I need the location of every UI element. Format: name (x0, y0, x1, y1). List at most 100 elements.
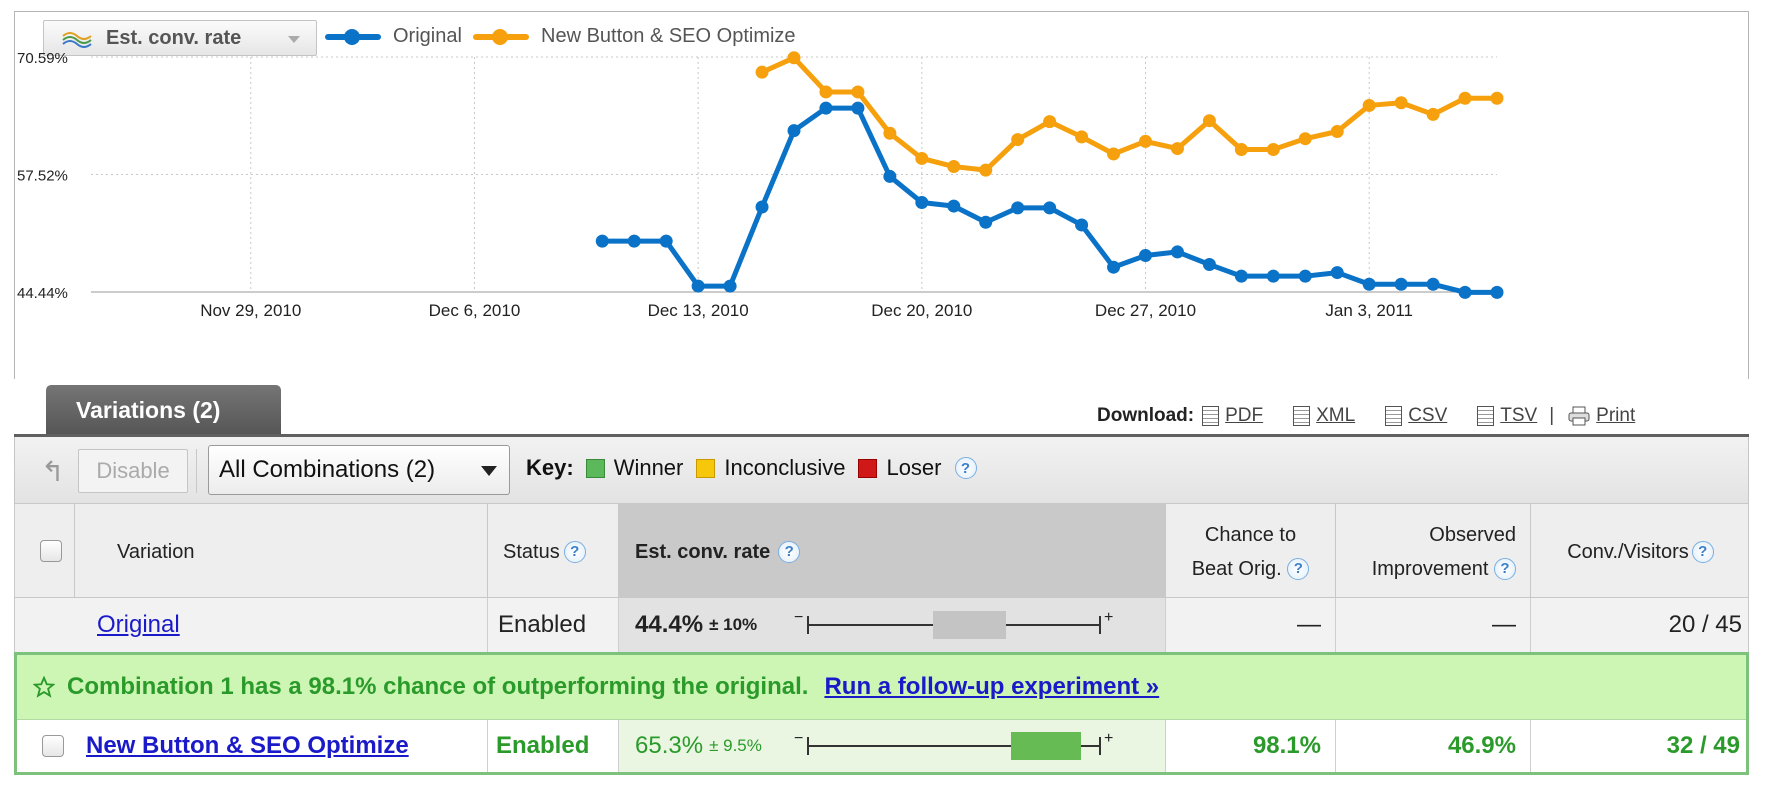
tab-variations[interactable]: Variations (2) (46, 385, 281, 436)
help-icon[interactable]: ? (1287, 558, 1310, 581)
help-icon[interactable]: ? (1494, 558, 1516, 581)
download-pdf-link[interactable]: PDF (1202, 405, 1263, 427)
print-label: Print (1596, 405, 1636, 426)
data-point (1362, 277, 1376, 291)
improvement-combination-1: 46.9% (1447, 732, 1516, 759)
header-select-all-cell (15, 504, 75, 599)
download-tsv-label: TSV (1500, 405, 1538, 426)
x-tick-label: Dec 6, 2010 (429, 301, 521, 320)
table-row-combination-1: New Button & SEO Optimize Enabled 65.3% … (17, 720, 1746, 772)
data-point (819, 101, 833, 115)
range-fill-combination-1 (1011, 732, 1081, 760)
table-row-original: Original Enabled 44.4% ± 10% − + — — 20 … (14, 598, 1749, 652)
data-point (1394, 277, 1408, 291)
header-variation[interactable]: Variation (75, 504, 488, 599)
range-bar-combination-1: − + (794, 730, 1124, 760)
select-all-checkbox[interactable] (40, 540, 62, 562)
help-icon[interactable]: ? (778, 540, 801, 563)
x-tick-label: Dec 27, 2010 (1095, 301, 1196, 320)
winner-swatch (585, 458, 605, 478)
series-line-variant (761, 55, 1497, 173)
data-point (1107, 260, 1121, 274)
data-point (691, 279, 705, 293)
status-cell: Enabled (488, 598, 619, 652)
range-fill-original (932, 611, 1007, 639)
winner-message: Combination 1 has a 98.1% chance of outp… (67, 673, 809, 700)
data-point (1330, 266, 1344, 280)
header-rate-label: Est. conv. rate (635, 540, 771, 563)
undo-icon[interactable]: ↰ (41, 456, 65, 487)
header-conv-visitors[interactable]: Conv./Visitors ? (1531, 504, 1750, 599)
data-point (1139, 134, 1152, 148)
disable-button[interactable]: Disable (78, 449, 188, 493)
variation-link-combination-1[interactable]: New Button & SEO Optimize (86, 732, 409, 759)
download-tsv-link[interactable]: TSV (1477, 405, 1537, 427)
data-point (1330, 124, 1344, 138)
conversions-cell: 20 / 45 (1531, 598, 1748, 652)
data-point (1458, 285, 1472, 299)
legend-item-variant: New Button & SEO Optimize (473, 25, 796, 48)
download-pdf-label: PDF (1225, 405, 1264, 426)
metric-select-label: Est. conv. rate (106, 26, 242, 49)
winner-box: Combination 1 has a 98.1% chance of outp… (14, 652, 1749, 775)
data-point (627, 234, 641, 248)
improvement-cell: — (1336, 598, 1531, 652)
chevron-down-icon (288, 36, 300, 43)
help-icon[interactable]: ? (1691, 540, 1714, 563)
conversions-original: 20 / 45 (1668, 611, 1742, 638)
data-point (1075, 218, 1089, 232)
data-point (1298, 269, 1312, 283)
download-csv-link[interactable]: CSV (1385, 405, 1447, 427)
header-status[interactable]: Status ? (488, 504, 619, 599)
legend-swatch-variant (473, 28, 529, 45)
header-est-conv-rate[interactable]: Est. conv. rate ? (619, 504, 1166, 599)
legend-label-variant: New Button & SEO Optimize (541, 25, 796, 47)
variation-cell: Original (15, 598, 488, 652)
rate-value-original: 44.4% (635, 611, 704, 638)
header-observed-improvement[interactable]: Observed Improvement ? (1336, 504, 1531, 599)
data-point (915, 195, 929, 209)
dropdown-arrow-icon (481, 466, 497, 476)
chance-original: — (1297, 611, 1321, 638)
data-point (1458, 91, 1472, 105)
data-point (979, 163, 993, 177)
x-tick-label: Jan 3, 2011 (1325, 301, 1413, 320)
chance-cell: — (1166, 598, 1336, 652)
key-loser-label: Loser (886, 455, 942, 480)
data-point (1266, 142, 1280, 156)
combinations-select[interactable]: All Combinations (2) (208, 445, 510, 495)
tab-underline (14, 434, 1749, 437)
help-icon[interactable]: ? (954, 457, 977, 479)
data-point (787, 51, 801, 65)
loser-swatch (858, 458, 878, 478)
csv-file-icon (1385, 406, 1403, 426)
tab-variations-label: Variations (2) (76, 397, 221, 423)
chance-cell: 98.1% (1166, 720, 1336, 772)
conversions-combination-1: 32 / 49 (1666, 732, 1740, 759)
printer-icon (1568, 406, 1590, 426)
follow-up-experiment-link[interactable]: Run a follow-up experiment » (824, 673, 1160, 700)
data-point (851, 101, 865, 115)
data-point (1298, 132, 1312, 146)
range-axis-line (807, 745, 1100, 747)
star-icon (33, 676, 55, 698)
status-key: Key: Winner Inconclusive Loser ? (526, 455, 977, 481)
download-xml-link[interactable]: XML (1293, 405, 1355, 427)
rate-cell: 44.4% ± 10% − + (619, 598, 1166, 652)
data-point (755, 200, 769, 214)
help-icon[interactable]: ? (563, 540, 586, 563)
data-point (979, 215, 993, 229)
row-checkbox[interactable] (42, 735, 64, 757)
print-link[interactable]: Print (1568, 405, 1635, 427)
data-point (947, 199, 961, 213)
variation-link-original[interactable]: Original (97, 611, 180, 638)
header-chance-to-beat[interactable]: Chance to Beat Orig. ? (1166, 504, 1336, 599)
data-point (1139, 249, 1152, 263)
download-xml-label: XML (1316, 405, 1356, 426)
metric-select[interactable]: Est. conv. rate (43, 20, 317, 56)
data-point (1426, 277, 1440, 291)
header-improvement-line1: Observed (1429, 523, 1516, 546)
data-point (1234, 269, 1248, 283)
toolbar-divider (196, 449, 197, 493)
disable-button-label: Disable (96, 458, 170, 483)
